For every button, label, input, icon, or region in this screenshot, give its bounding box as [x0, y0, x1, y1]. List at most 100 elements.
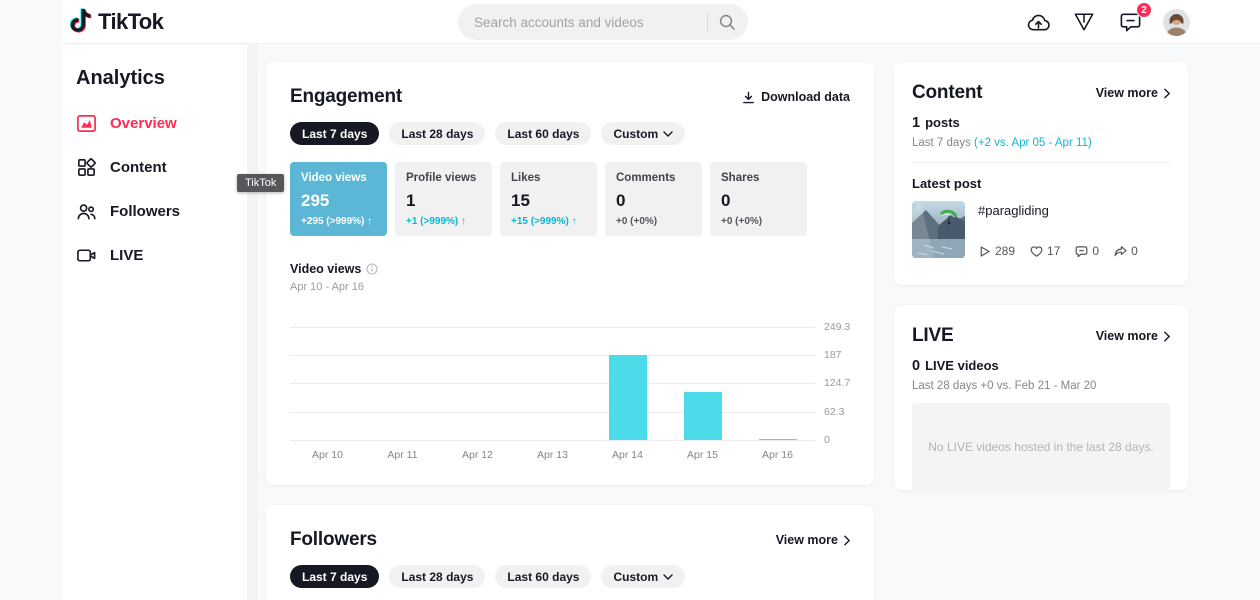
metric-value: 295 [301, 191, 330, 210]
range-pill-last-28-days[interactable]: Last 28 days [389, 565, 486, 588]
messages-icon[interactable]: 2 [1117, 2, 1152, 35]
sidebar-scrollbar[interactable] [247, 45, 258, 600]
avatar[interactable] [1163, 8, 1190, 36]
followers-range-pills: Last 7 days Last 28 days Last 60 days Cu… [290, 565, 850, 588]
sidebar: Analytics Overview [62, 45, 247, 600]
metric-change: +15 (>999%) ↑ [511, 216, 577, 227]
range-pill-last-7-days[interactable]: Last 7 days [290, 122, 380, 145]
metric-card-shares[interactable]: Shares 0 +0 (+0%) [710, 162, 807, 236]
metric-card-profile-views[interactable]: Profile views 1 +1 (>999%) ↑ [395, 162, 492, 236]
divider [912, 162, 1170, 163]
comment-icon [1075, 245, 1088, 258]
stat-value: 0 [1092, 244, 1100, 258]
sidebar-item-followers[interactable]: Followers [76, 197, 180, 226]
top-bar: TikTok [62, 0, 1260, 44]
metric-label: Video views [301, 172, 367, 184]
sidebar-item-label: LIVE [110, 247, 144, 264]
chart-gridline [290, 327, 815, 328]
metric-change: +1 (>999%) ↑ [406, 216, 467, 227]
content-view-more-button[interactable]: View more [1096, 86, 1170, 100]
chart-gridline [290, 440, 815, 441]
engagement-card: Engagement Download data Last 7 days Las… [266, 62, 874, 485]
range-pill-custom[interactable]: Custom [601, 565, 686, 588]
live-title: LIVE [912, 325, 954, 346]
chart-title: Video views [290, 262, 362, 276]
range-pill-last-60-days[interactable]: Last 60 days [495, 122, 592, 145]
metric-label: Shares [721, 172, 760, 184]
engagement-range-pills: Last 7 days Last 28 days Last 60 days Cu… [290, 122, 850, 145]
stat-value: 289 [995, 244, 1016, 258]
chart-xtick-label: Apr 12 [462, 449, 493, 461]
search-bar[interactable] [458, 4, 748, 40]
sidebar-item-content[interactable]: Content [76, 153, 180, 182]
live-empty-text: No LIVE videos hosted in the last 28 day… [928, 440, 1154, 454]
chart-gridline [290, 411, 815, 413]
live-camera-icon [76, 245, 97, 266]
content-title: Content [912, 82, 983, 103]
chart-xtick-label: Apr 14 [612, 449, 643, 461]
sidebar-item-label: Followers [110, 203, 181, 220]
post-thumbnail[interactable] [912, 201, 965, 258]
post-comments-stat: 0 [1075, 244, 1099, 258]
download-icon [742, 91, 755, 104]
metric-card-likes[interactable]: Likes 15 +15 (>999%) ↑ [500, 162, 597, 236]
chevron-right-icon [1164, 88, 1170, 99]
stat-value: 0 [1131, 244, 1138, 258]
upload-cloud-icon[interactable] [1025, 9, 1051, 35]
followers-title: Followers [290, 529, 377, 550]
chart-gridline [290, 355, 815, 357]
live-count-label: LIVE videos [925, 358, 999, 373]
heart-icon [1030, 245, 1043, 258]
view-more-label: View more [1095, 329, 1158, 343]
metric-value: 0 [616, 191, 626, 210]
pill-label: Last 28 days [401, 126, 474, 141]
engagement-metric-cards: Video views 295 +295 (>999%) ↑ Profile v… [290, 162, 850, 236]
chart-date-range: Apr 10 - Apr 16 [290, 281, 364, 293]
live-period: Last 28 days +0 vs. Feb 21 - Mar 20 [912, 380, 1097, 392]
info-icon[interactable] [366, 263, 378, 275]
search-icon[interactable] [718, 13, 736, 31]
tiktok-note-icon [68, 7, 93, 36]
chart-xtick-label: Apr 15 [687, 449, 718, 461]
download-label: Download data [761, 90, 850, 104]
chart-ytick-label: 187 [824, 349, 842, 362]
sidebar-title: Analytics [76, 67, 165, 89]
chart-xtick-label: Apr 13 [537, 449, 568, 461]
pill-label: Last 60 days [507, 126, 580, 141]
view-more-label: View more [775, 533, 838, 547]
sidebar-item-label: Content [110, 159, 167, 176]
sidebar-item-overview[interactable]: Overview [76, 109, 180, 138]
range-pill-custom[interactable]: Custom [601, 122, 686, 145]
metric-card-comments[interactable]: Comments 0 +0 (+0%) [605, 162, 702, 236]
sidebar-items: Overview Content [76, 109, 180, 270]
sidebar-item-label: Overview [110, 115, 177, 132]
content-card: Content View more 1 posts Last 7 days (+… [894, 62, 1188, 285]
sidebar-item-live[interactable]: LIVE [76, 241, 180, 270]
post-views-stat: 289 [978, 244, 1015, 258]
live-view-more-button[interactable]: View more [1096, 329, 1170, 343]
send-icon[interactable] [1071, 9, 1097, 35]
followers-card: Followers View more Last 7 days Last 28 … [266, 505, 874, 600]
followers-view-more-button[interactable]: View more [776, 533, 850, 547]
posts-count-label: posts [925, 115, 960, 130]
chevron-right-icon [1164, 331, 1170, 342]
post-hashtag[interactable]: #paragliding [978, 203, 1049, 218]
live-count: 0 [912, 358, 921, 374]
range-pill-last-60-days[interactable]: Last 60 days [495, 565, 592, 588]
pill-label: Last 7 days [302, 569, 368, 584]
tiktok-logo[interactable]: TikTok [68, 7, 164, 36]
metric-card-video-views[interactable]: Video views 295 +295 (>999%) ↑ [290, 162, 387, 236]
metric-value: 1 [406, 191, 416, 210]
download-data-button[interactable]: Download data [742, 90, 850, 104]
content-period-label: Last 7 days [912, 137, 971, 149]
chart-ytick-label: 124.7 [824, 377, 851, 390]
pill-label: Last 60 days [507, 569, 580, 584]
chart-bar [683, 391, 722, 440]
range-pill-last-28-days[interactable]: Last 28 days [389, 122, 486, 145]
content-period-change: (+2 vs. Apr 05 - Apr 11) [974, 137, 1092, 149]
tiktok-logo-text: TikTok [98, 8, 164, 34]
search-input[interactable] [474, 14, 697, 30]
range-pill-last-7-days[interactable]: Last 7 days [290, 565, 380, 588]
pill-label: Last 7 days [302, 126, 368, 141]
